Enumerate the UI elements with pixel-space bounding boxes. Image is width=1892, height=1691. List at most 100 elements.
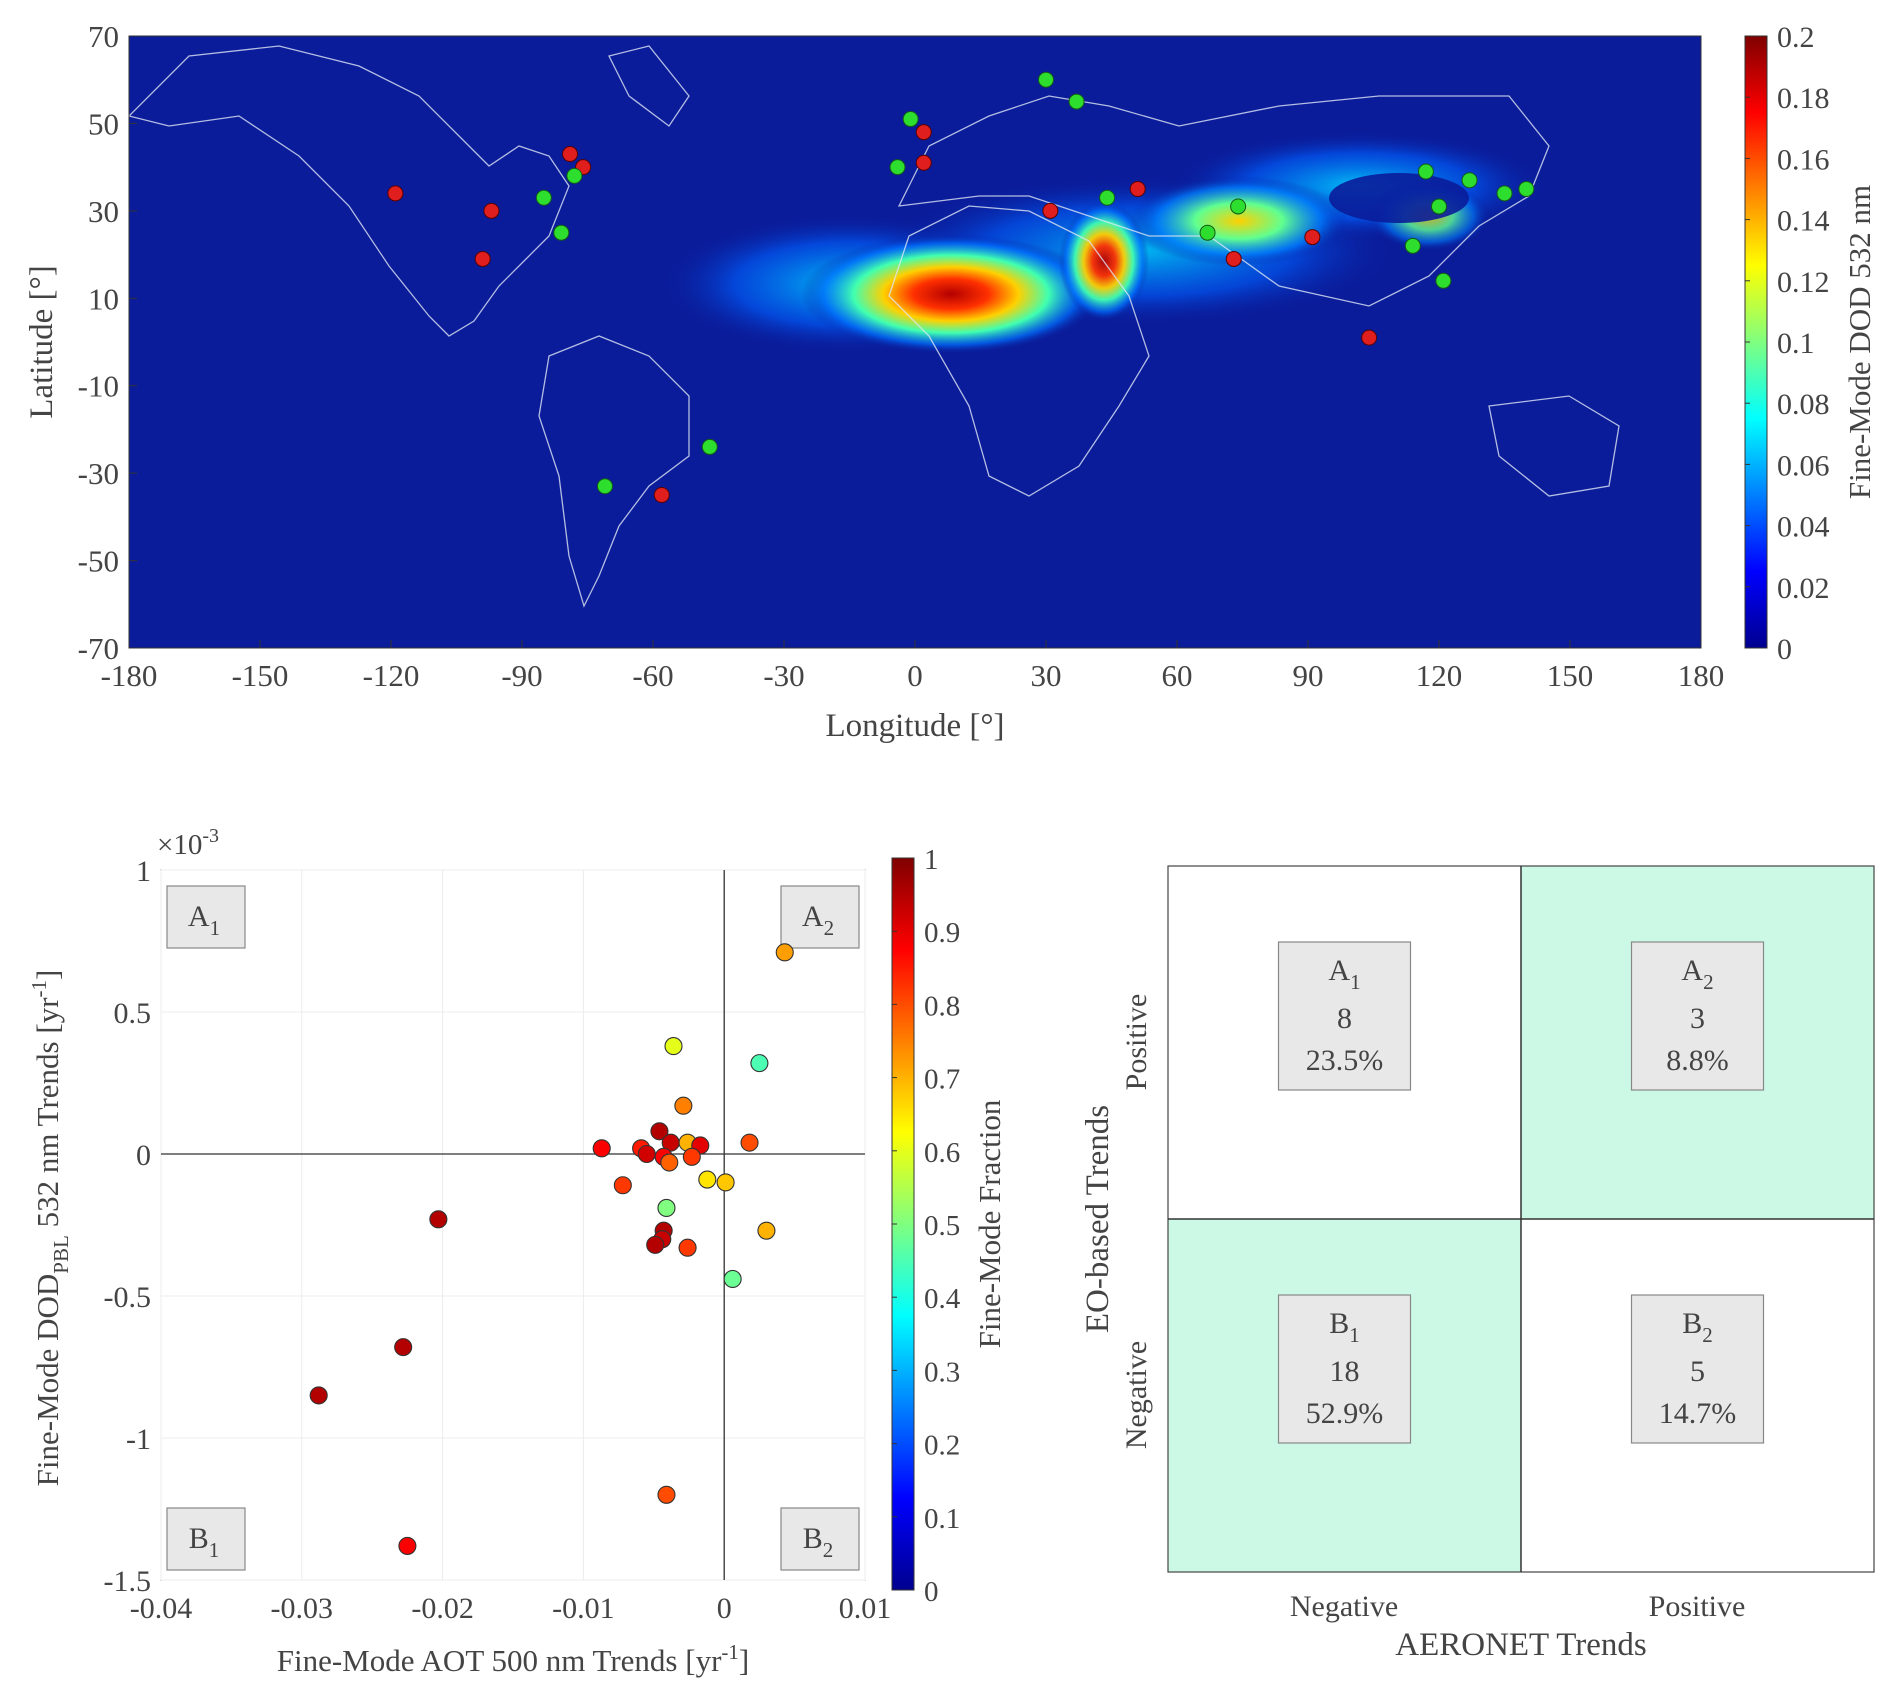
map-ytick-label: -70 — [78, 631, 119, 666]
site-marker-red — [915, 154, 932, 171]
quadrant-label-name: B2 — [1682, 1307, 1713, 1347]
map-ytick-label: -10 — [78, 369, 119, 404]
scatter-xtick-label: 0 — [717, 1592, 732, 1625]
map-xtick-label: -60 — [632, 658, 673, 693]
scatter-cbar-tick-label: 0.7 — [924, 1064, 960, 1096]
quadrant-label-B1: B1 18 52.9% — [1277, 1294, 1412, 1444]
map-xtick-label: -180 — [101, 658, 158, 693]
scatter-point — [592, 1139, 611, 1158]
map-cbar-tick-label: 0.08 — [1777, 388, 1830, 421]
site-marker-red — [562, 146, 579, 163]
site-marker-green — [1518, 181, 1535, 197]
scatter-xlabel: Fine-Mode AOT 500 nm Trends [yr-1] — [277, 1640, 749, 1678]
map-ytick-label: 50 — [88, 106, 119, 141]
scatter-point — [657, 1485, 676, 1504]
quadrant-label-A1: A1 8 23.5% — [1277, 941, 1412, 1091]
site-marker-red — [1304, 229, 1321, 246]
map-cbar-tick-label: 0.16 — [1777, 143, 1830, 176]
map-xtick-label: 180 — [1678, 658, 1725, 693]
scatter-point — [775, 943, 794, 962]
table-xcat-negative: Negative — [1290, 1590, 1398, 1623]
quadrant-label-percent: 23.5% — [1306, 1044, 1384, 1077]
site-marker-green — [1404, 237, 1421, 254]
map-cbar-tick-label: 0.04 — [1777, 511, 1830, 544]
quadrant-box-text: A1 — [188, 900, 220, 940]
quadrant-box-bg — [780, 885, 860, 949]
scatter-cbar-tick-label: 1 — [924, 844, 939, 876]
site-marker-green — [1199, 224, 1216, 241]
site-marker-red — [1129, 181, 1146, 197]
site-marker-red — [1042, 202, 1059, 219]
quadrant-box-bg — [166, 1507, 246, 1571]
site-marker-red — [653, 487, 670, 503]
map-cbar-tick-label: 0.14 — [1777, 205, 1830, 238]
map-xtick-label: -90 — [501, 658, 542, 693]
scatter-cbar-tick-label: 0.5 — [924, 1210, 960, 1242]
scatter-xtick-label: -0.03 — [271, 1592, 334, 1625]
scatter-point — [650, 1122, 669, 1141]
dod-field — [659, 131, 1549, 354]
site-marker-red — [915, 124, 932, 141]
scatter-points — [309, 943, 794, 1555]
map-colorbar-ticks: 0.2 0.18 0.16 0.14 0.12 0.1 0.08 0.06 0.04 0.02 0 — [1745, 21, 1830, 666]
scatter-ytick-label: 0.5 — [114, 997, 152, 1030]
site-marker-red — [483, 202, 500, 219]
site-marker-red — [1225, 250, 1242, 267]
map-cbar-tick-label: 0.1 — [1777, 327, 1815, 360]
quadrant-label-box — [1277, 1294, 1412, 1444]
scatter-ylabel: Fine-Mode DODPBL 532 nm Trends [yr-1] — [27, 970, 73, 1487]
site-marker-green — [1435, 272, 1452, 289]
site-marker-green — [902, 111, 919, 128]
scatter-point — [657, 1198, 676, 1218]
scatter-cbar-tick-label: 0.8 — [924, 990, 960, 1022]
map-xtick-label: 120 — [1416, 658, 1463, 693]
scatter-xtick-label: -0.04 — [130, 1592, 193, 1625]
site-marker-red — [474, 250, 491, 267]
table-ycat-positive: Positive — [1120, 994, 1153, 1091]
map-cbar-tick-label: 0.02 — [1777, 572, 1830, 605]
scatter-point — [637, 1144, 656, 1164]
table-xlabel: AERONET Trends — [1395, 1627, 1647, 1663]
scatter-point — [398, 1536, 417, 1555]
scatter-point — [664, 1037, 683, 1056]
scatter-point — [723, 1269, 742, 1289]
map-ytick-label: 10 — [88, 281, 119, 316]
map-sites — [387, 71, 1535, 503]
quadrant-box-bg — [166, 885, 246, 949]
scatter-colorbar: 1 0.9 0.8 0.7 0.6 0.5 0.4 0.3 0.2 0.1 0 — [891, 844, 961, 1608]
map-cbar-tick-label: 0.06 — [1777, 449, 1830, 482]
scatter-cbar-tick-label: 0.3 — [924, 1356, 960, 1388]
map-xtick-label: -30 — [763, 658, 804, 693]
scatter-quadrant-box-A2: A2 — [780, 885, 860, 949]
map-xtick-label: -120 — [363, 658, 420, 693]
site-marker-green — [596, 478, 613, 495]
scatter-point — [716, 1173, 735, 1192]
quadrant-label-name: A2 — [1681, 954, 1713, 994]
scatter-ytick-label: -1.5 — [104, 1565, 152, 1598]
map-xtick-label: -150 — [232, 658, 289, 693]
site-marker-green — [535, 189, 552, 206]
map-xtick-label: 60 — [1162, 658, 1193, 693]
scatter-axes: -0.04 -0.03 -0.02 -0.01 0 0.01 1 0.5 0 -0.5 -1 -1.5 — [104, 855, 892, 1625]
quadrant-label-percent: 52.9% — [1306, 1397, 1384, 1430]
site-marker-green — [1099, 189, 1116, 206]
scatter-point — [613, 1176, 632, 1195]
site-marker-green — [1461, 172, 1478, 189]
table-ycat-negative: Negative — [1120, 1341, 1153, 1449]
quadrant-table-panel: A1 8 23.5% A2 3 8.8% B1 18 52.9% B2 5 14.7% Negativ… — [1120, 865, 1875, 1623]
scatter-ytick-label: -0.5 — [104, 1281, 152, 1314]
quadrant-label-box — [1630, 1294, 1765, 1444]
scatter-quadrant-labels: A1 A2 B1 B2 — [166, 885, 860, 1571]
scatter-xtick-label: -0.01 — [552, 1592, 615, 1625]
map-ylabel: Latitude [°] — [24, 265, 60, 418]
quadrant-box-bg — [780, 1507, 860, 1571]
scatter-cbar-tick-label: 0.2 — [924, 1430, 960, 1462]
scatter-point — [698, 1170, 717, 1189]
scatter-xtick-label: 0.01 — [839, 1592, 892, 1625]
site-marker-green — [1496, 185, 1513, 202]
site-marker-red — [387, 185, 404, 202]
map-colorbar-label: Fine-Mode DOD 532 nm — [1842, 185, 1877, 499]
map-cbar-tick-label: 0 — [1777, 633, 1792, 666]
quadrant-label-A2: A2 3 8.8% — [1630, 941, 1765, 1091]
